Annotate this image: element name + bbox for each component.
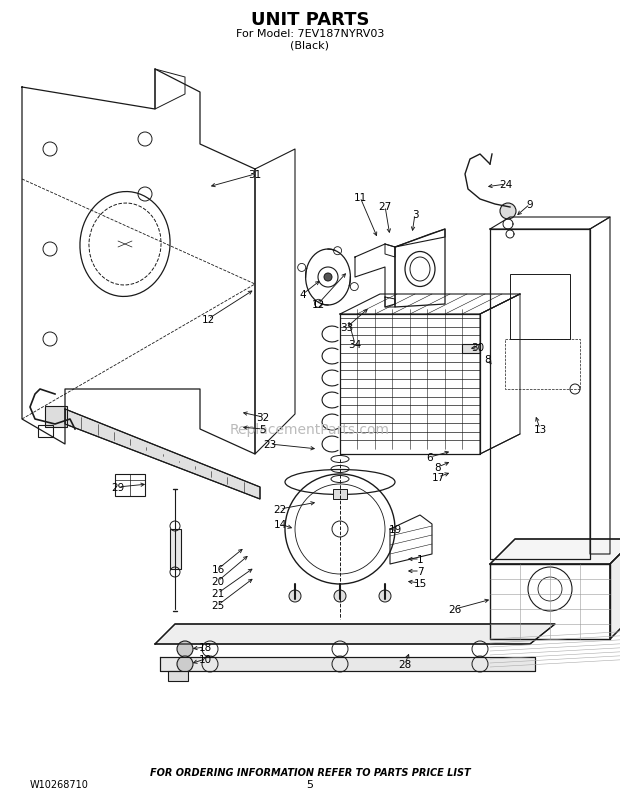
Text: 10: 10 [198, 654, 211, 664]
Bar [510, 274, 570, 339]
Polygon shape [160, 657, 535, 671]
Polygon shape [65, 410, 260, 500]
Text: 24: 24 [499, 180, 513, 190]
Text: For Model: 7EV187NYRV03: For Model: 7EV187NYRV03 [236, 29, 384, 39]
Text: 30: 30 [471, 342, 485, 353]
Circle shape [289, 590, 301, 602]
Text: 29: 29 [112, 482, 125, 492]
Text: 12: 12 [202, 314, 215, 325]
Text: 21: 21 [211, 588, 224, 598]
Text: 11: 11 [353, 192, 366, 203]
Text: 26: 26 [448, 604, 462, 614]
Text: 8: 8 [435, 463, 441, 472]
Text: 5: 5 [260, 424, 267, 435]
Text: 9: 9 [526, 200, 533, 210]
Text: 27: 27 [378, 202, 392, 212]
Text: 28: 28 [399, 659, 412, 669]
Text: 18: 18 [198, 642, 211, 652]
Text: FOR ORDERING INFORMATION REFER TO PARTS PRICE LIST: FOR ORDERING INFORMATION REFER TO PARTS … [149, 767, 471, 777]
Bar [38, 426, 53, 437]
Bar [505, 339, 580, 390]
Text: 7: 7 [417, 566, 423, 577]
Text: 3: 3 [412, 210, 418, 220]
Text: 6: 6 [427, 452, 433, 463]
Circle shape [379, 590, 391, 602]
Text: 25: 25 [211, 600, 224, 610]
Polygon shape [490, 539, 620, 565]
Text: 17: 17 [432, 472, 445, 482]
Circle shape [177, 642, 193, 657]
Text: 5: 5 [306, 779, 314, 789]
Text: 22: 22 [273, 504, 286, 514]
Circle shape [334, 590, 346, 602]
Bar [115, 475, 145, 496]
Text: 34: 34 [348, 339, 361, 350]
Circle shape [177, 656, 193, 672]
Text: ReplacementParts.com: ReplacementParts.com [230, 423, 390, 436]
Bar [45, 407, 67, 427]
Bar [462, 345, 480, 354]
Circle shape [324, 273, 332, 282]
Text: 8: 8 [485, 354, 491, 365]
Text: 33: 33 [340, 322, 353, 333]
Bar [333, 489, 347, 500]
Text: 14: 14 [273, 520, 286, 529]
Text: 15: 15 [414, 578, 427, 588]
Text: 13: 13 [533, 424, 547, 435]
Text: (Black): (Black) [291, 40, 329, 50]
Text: 23: 23 [264, 439, 277, 449]
Text: 31: 31 [249, 170, 262, 180]
Circle shape [500, 204, 516, 220]
Text: 12: 12 [311, 300, 325, 310]
Text: 20: 20 [211, 577, 224, 586]
Bar [170, 529, 181, 569]
Polygon shape [155, 624, 555, 644]
Text: UNIT PARTS: UNIT PARTS [250, 11, 370, 29]
Polygon shape [610, 539, 620, 639]
Bar [168, 671, 188, 681]
Text: 1: 1 [417, 554, 423, 565]
Text: 16: 16 [211, 565, 224, 574]
Text: 19: 19 [388, 525, 402, 534]
Text: 32: 32 [257, 412, 270, 423]
Text: 4: 4 [299, 290, 306, 300]
Text: W10268710: W10268710 [30, 779, 89, 789]
